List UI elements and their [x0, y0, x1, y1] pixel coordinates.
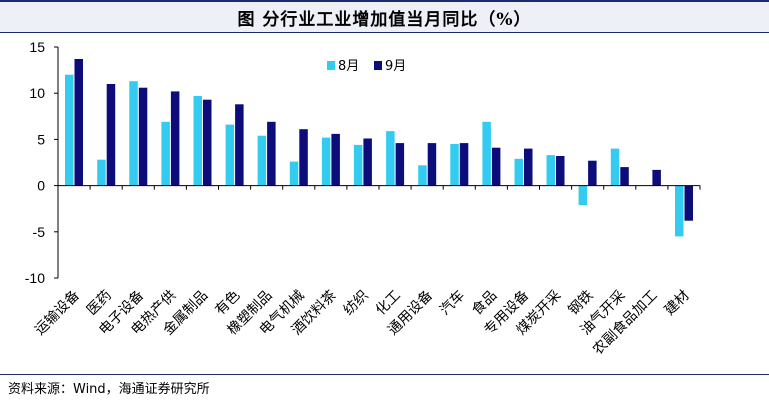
y-tick-label: 0 [37, 178, 45, 194]
bar-aug-14 [514, 158, 523, 186]
bar-aug-3 [161, 121, 170, 186]
bar-aug-0 [65, 74, 74, 186]
title-top-rule [0, 0, 769, 2]
y-tick-label: -5 [33, 224, 46, 240]
bar-aug-11 [418, 165, 427, 186]
bar-aug-7 [289, 161, 299, 186]
bar-aug-5 [225, 124, 235, 186]
x-category-label: 汽车 [436, 287, 468, 319]
y-tick-label: -10 [25, 270, 45, 286]
bar-sep-14 [524, 148, 533, 186]
bar-sep-13 [491, 147, 501, 186]
bar-aug-2 [129, 81, 138, 186]
bar-aug-4 [193, 96, 202, 186]
y-tick-label: 5 [37, 131, 45, 147]
bar-aug-8 [321, 137, 331, 186]
bar-aug-10 [386, 131, 395, 186]
x-category-label: 运输设备 [31, 287, 83, 339]
legend-label-aug: 8月 [338, 59, 359, 74]
title-bar: 图 分行业工业增加值当月同比（%） [0, 0, 769, 33]
bar-sep-1 [106, 84, 116, 186]
source-note: 资料来源：Wind，海通证券研究所 [8, 382, 210, 397]
bar-sep-17 [620, 167, 629, 186]
bar-sep-4 [203, 99, 212, 186]
bar-group [65, 59, 693, 237]
bar-sep-2 [138, 87, 148, 186]
bar-aug-6 [257, 135, 267, 186]
bar-sep-19 [684, 185, 693, 221]
bar-aug-19 [675, 185, 684, 237]
bar-sep-12 [459, 143, 469, 186]
bar-sep-11 [427, 143, 437, 186]
bar-sep-7 [299, 129, 308, 186]
legend-label-sep: 9月 [385, 59, 406, 74]
y-tick-label: 10 [29, 85, 45, 101]
title-bottom-rule [0, 32, 769, 33]
bar-aug-17 [610, 148, 620, 186]
legend-swatch-aug [327, 61, 335, 70]
bar-sep-3 [170, 91, 180, 186]
bar-aug-15 [546, 155, 555, 186]
source-rule [0, 374, 769, 375]
bar-sep-5 [235, 104, 244, 186]
bar-sep-0 [74, 59, 83, 186]
x-category-label: 建材 [662, 288, 693, 319]
bar-sep-16 [588, 160, 597, 186]
bar-aug-1 [97, 159, 106, 186]
x-category-label: 纺织 [341, 288, 372, 319]
y-tick-label: 15 [29, 39, 45, 55]
bar-sep-18 [652, 169, 661, 186]
legend-swatch-sep [374, 61, 382, 70]
chart-title: 图 分行业工业增加值当月同比（%） [237, 10, 532, 30]
bar-sep-9 [363, 138, 372, 186]
bar-sep-8 [331, 133, 340, 186]
bar-aug-12 [450, 144, 459, 186]
bar-aug-9 [353, 144, 363, 186]
bar-sep-10 [395, 143, 405, 186]
bar-sep-15 [556, 156, 565, 186]
bar-aug-16 [578, 185, 588, 205]
bar-sep-6 [267, 121, 276, 186]
bar-aug-13 [482, 121, 491, 186]
chart-legend: 8月 9月 [327, 59, 406, 74]
